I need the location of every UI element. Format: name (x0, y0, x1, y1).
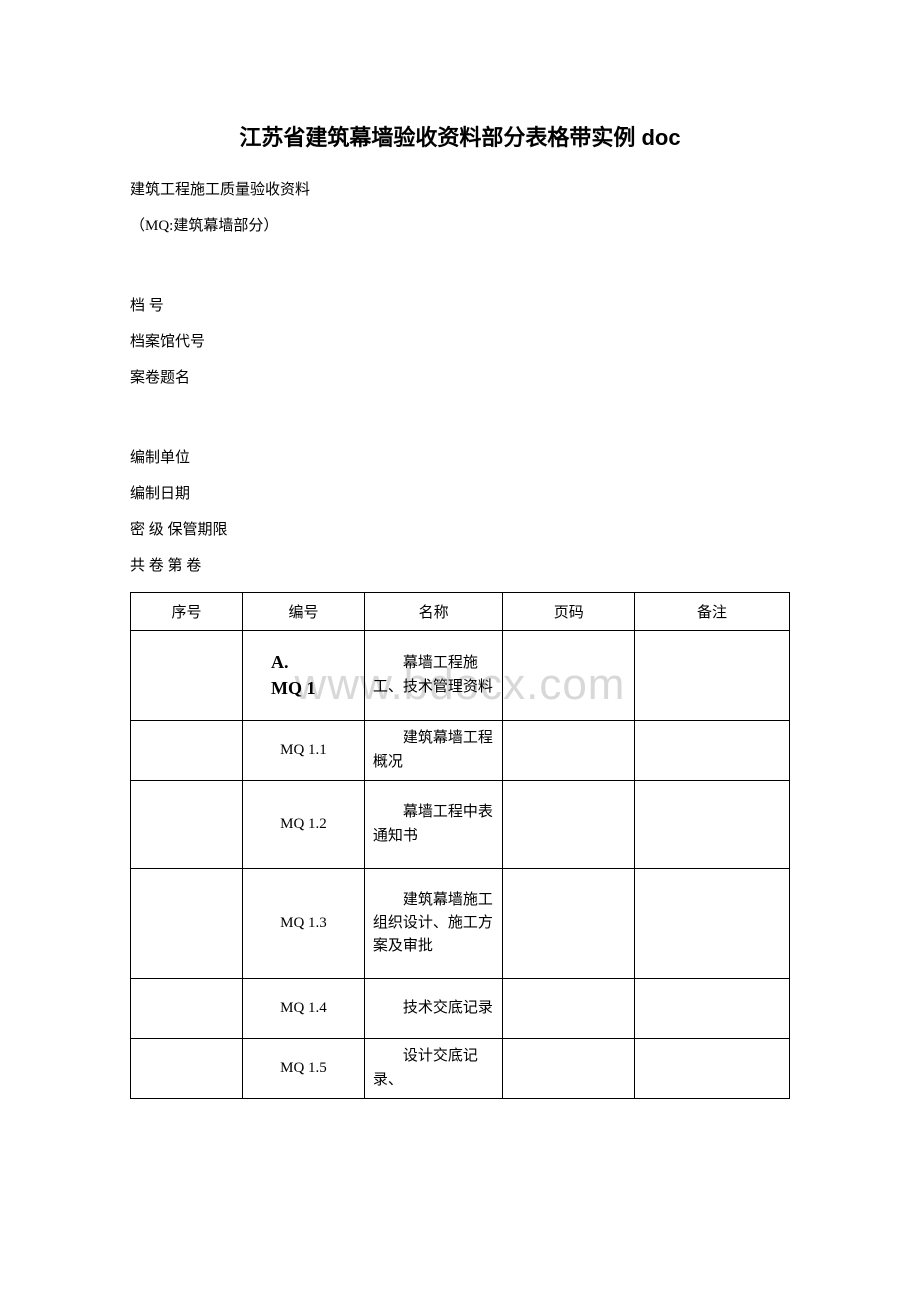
cell-name: 技术交底记录 (364, 979, 502, 1039)
meta-line: 共 卷 第 卷 (130, 548, 790, 584)
cell-note (635, 979, 790, 1039)
cell-name: 建筑幕墙施工组织设计、施工方案及审批 (364, 869, 502, 979)
header-name: 名称 (364, 593, 502, 631)
meta-block-1: 档 号 档案馆代号 案卷题名 (130, 288, 790, 396)
header-note: 备注 (635, 593, 790, 631)
cell-code: MQ 1.4 (243, 979, 365, 1039)
cell-seq (131, 631, 243, 721)
spacer (130, 252, 790, 288)
cell-name: 设计交底记录、 (364, 1039, 502, 1099)
spacer (130, 404, 790, 440)
table-row: MQ 1.5 设计交底记录、 (131, 1039, 790, 1099)
cell-seq (131, 781, 243, 869)
cell-page (503, 979, 635, 1039)
code-prefix: A. (271, 650, 360, 675)
contents-table: 序号 编号 名称 页码 备注 A. MQ 1 幕墙工程施工、技术管理资料 MQ … (130, 592, 790, 1099)
header-code: 编号 (243, 593, 365, 631)
cell-seq (131, 979, 243, 1039)
table-row: MQ 1.3 建筑幕墙施工组织设计、施工方案及审批 (131, 869, 790, 979)
cell-page (503, 721, 635, 781)
meta-line: 案卷题名 (130, 360, 790, 396)
table-row: MQ 1.2 幕墙工程中表通知书 (131, 781, 790, 869)
code-main: MQ 1 (271, 676, 360, 701)
cell-page (503, 1039, 635, 1099)
cell-note (635, 869, 790, 979)
meta-line: 档 号 (130, 288, 790, 324)
cell-seq (131, 1039, 243, 1099)
cell-page (503, 781, 635, 869)
meta-line: 编制日期 (130, 476, 790, 512)
cell-code: A. MQ 1 (243, 631, 365, 721)
meta-line: 编制单位 (130, 440, 790, 476)
cell-name: 建筑幕墙工程概况 (364, 721, 502, 781)
meta-line: 密 级 保管期限 (130, 512, 790, 548)
cell-note (635, 1039, 790, 1099)
intro-line: （MQ:建筑幕墙部分） (130, 208, 790, 244)
cell-page (503, 869, 635, 979)
cell-note (635, 721, 790, 781)
meta-block-2: 编制单位 编制日期 密 级 保管期限 共 卷 第 卷 (130, 440, 790, 584)
header-seq: 序号 (131, 593, 243, 631)
cell-code: MQ 1.5 (243, 1039, 365, 1099)
intro-line: 建筑工程施工质量验收资料 (130, 172, 790, 208)
cell-page (503, 631, 635, 721)
cell-name: 幕墙工程施工、技术管理资料 (364, 631, 502, 721)
table-row: MQ 1.4 技术交底记录 (131, 979, 790, 1039)
table-row: A. MQ 1 幕墙工程施工、技术管理资料 (131, 631, 790, 721)
cell-note (635, 781, 790, 869)
cell-name: 幕墙工程中表通知书 (364, 781, 502, 869)
cell-code: MQ 1.1 (243, 721, 365, 781)
document-title: 江苏省建筑幕墙验收资料部分表格带实例 doc (130, 120, 790, 152)
cell-code: MQ 1.3 (243, 869, 365, 979)
table-row: MQ 1.1 建筑幕墙工程概况 (131, 721, 790, 781)
meta-line: 档案馆代号 (130, 324, 790, 360)
table-header-row: 序号 编号 名称 页码 备注 (131, 593, 790, 631)
cell-seq (131, 869, 243, 979)
intro-section: 建筑工程施工质量验收资料 （MQ:建筑幕墙部分） (130, 172, 790, 244)
cell-code: MQ 1.2 (243, 781, 365, 869)
cell-seq (131, 721, 243, 781)
header-page: 页码 (503, 593, 635, 631)
cell-note (635, 631, 790, 721)
